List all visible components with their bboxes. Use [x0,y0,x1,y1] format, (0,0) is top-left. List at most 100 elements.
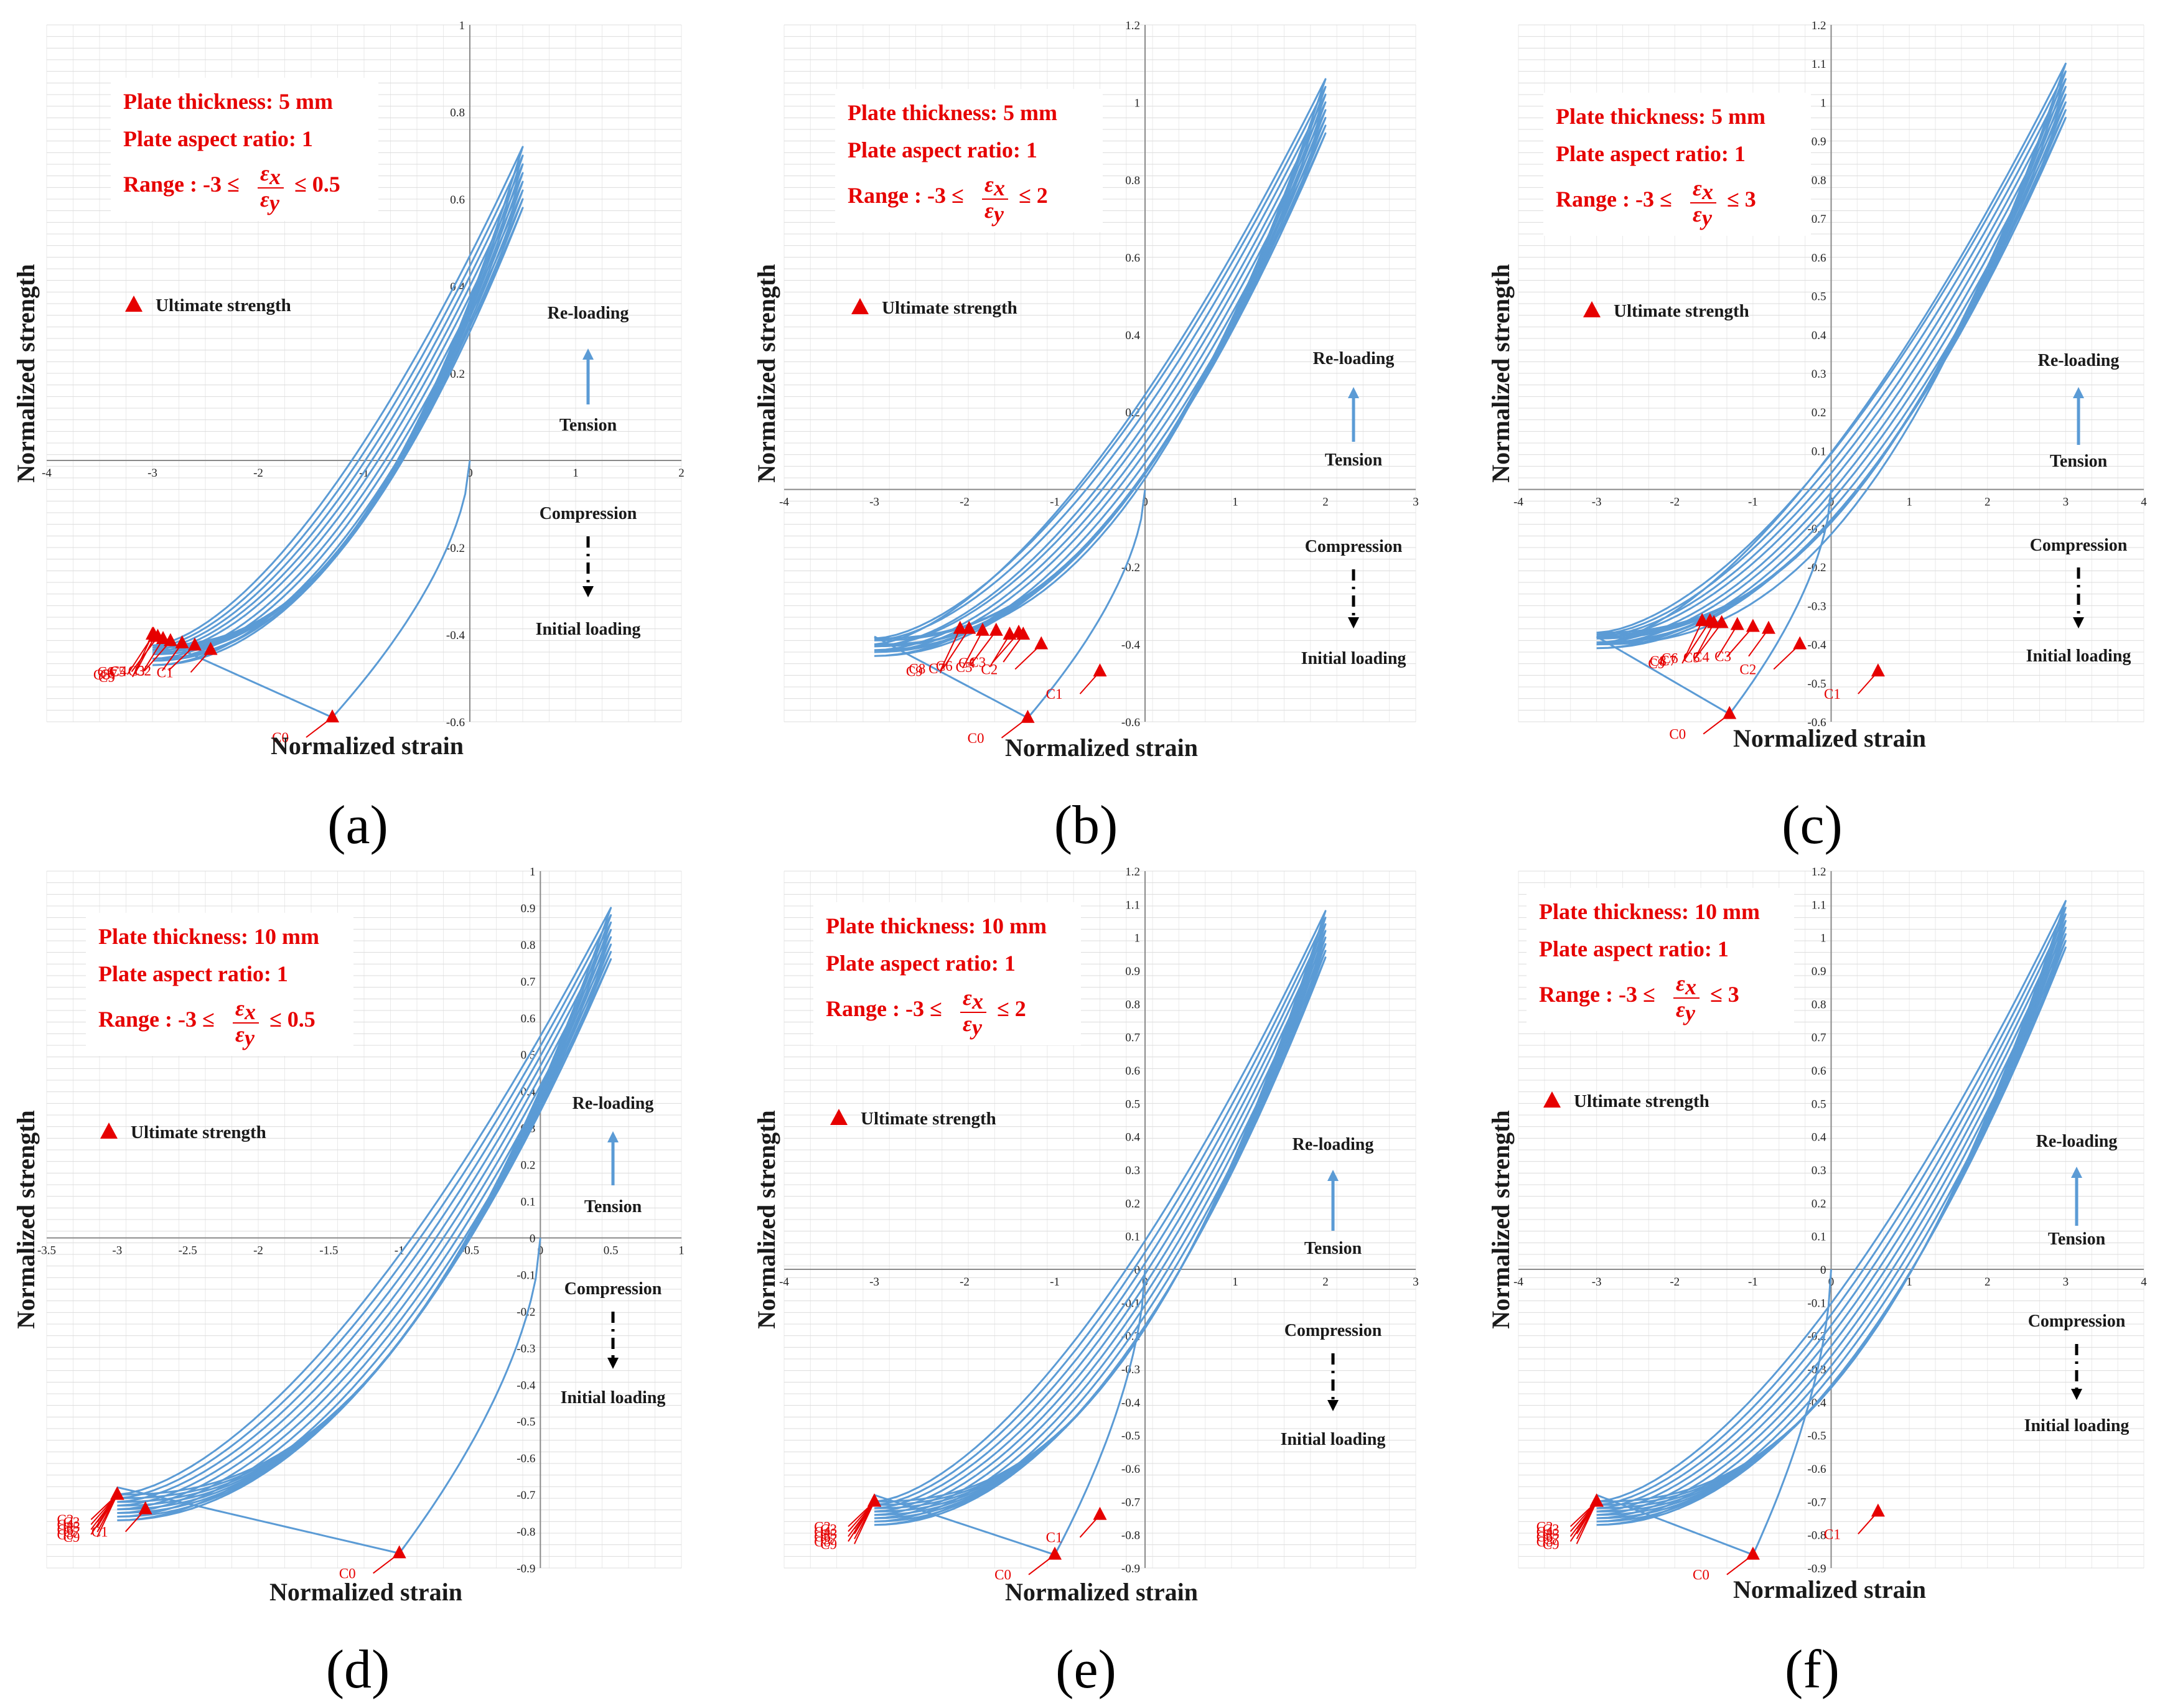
x-tick-label: 2 [1985,496,1991,509]
y-tick-label: 1.1 [1812,898,1826,912]
cycle-label: C0 [968,730,984,746]
y-tick-label: -0.9 [1121,1562,1140,1575]
ultimate-marker-c9 [146,627,159,640]
x-tick-label: 0 [1142,496,1148,509]
y-tick-label: 0.3 [1812,1164,1826,1177]
x-tick-label: 2 [1322,496,1329,509]
x-tick-label: 3 [2063,1276,2069,1289]
ultimate-marker-c7 [976,622,989,636]
ultimate-marker-c1 [1093,1506,1107,1520]
cycle-label: C2 [57,1512,73,1528]
y-tick-label: 0.6 [1125,1065,1140,1078]
legend: Ultimate strength [1583,301,1749,321]
leader-line [942,628,970,670]
cycle-loop-8 [874,956,1327,1526]
y-tick-label: -0.8 [517,1526,535,1539]
numerator-sub: x [971,989,983,1014]
tension-arrow-head [582,348,594,360]
tension-label: Tension [2050,452,2108,471]
y-tick-label: 0.6 [521,1012,536,1025]
y-tick-label: 0.4 [1812,329,1826,342]
axes [1518,25,2144,722]
y-tick-label: 0.2 [521,1159,536,1172]
leader-line [1079,671,1101,694]
panel-f: -4 -3 -2 -1 0 1 2 3 4-0.9-0.8-0.7-0.6-0.5-0.4-0.… [1487,866,2147,1700]
x-tick-label: 0 [1142,1276,1148,1289]
ultimate-marker-c9 [110,1486,124,1500]
tension-label: Tension [1304,1239,1362,1258]
range-suffix: ≤ 2 [1019,183,1048,208]
panel-label: (b) [1054,795,1118,856]
x-tick-label: -4 [779,1276,789,1289]
y-tick-label: 1.2 [1812,19,1826,32]
y-tick-label: 0.1 [1812,445,1826,458]
leader-line [90,1494,118,1535]
leader-line [1726,626,1754,658]
x-tick-label: -3 [1592,1276,1602,1289]
strain-ratio-fraction: ε xε y [960,985,986,1040]
y-tick-label: -0.3 [1121,1363,1140,1376]
leader-line [1693,622,1714,661]
hysteresis-curves [1596,62,2067,716]
cycle-label: C9 [63,1529,80,1545]
cycle-label: C8 [909,661,925,677]
strain-ratio-fraction: ε xε y [1690,175,1716,230]
x-axis-title: Normalized strain [269,1578,462,1606]
y-tick-label: 1 [1820,96,1826,110]
x-tick-label: 1 [678,1244,685,1257]
y-tick-label: 1 [1820,932,1826,945]
tension-label: Tension [2048,1230,2106,1249]
y-tick-label: -0.7 [517,1489,535,1502]
cycle-label: C0 [1669,727,1686,742]
x-tick-label: 0 [467,467,473,480]
denominator-sub: y [991,202,1004,226]
strain-ratio-fraction: ε xε y [982,172,1008,226]
cycle-label: C0 [1693,1567,1709,1583]
re-loading-label: Re-loading [573,1094,654,1113]
compression-label: Compression [1284,1321,1382,1340]
ultimate-marker-c4 [1746,618,1760,632]
cycle-label: C0 [994,1567,1011,1583]
denominator-epsilon: ε [1676,997,1685,1022]
legend: Ultimate strength [851,298,1017,318]
cycle-label: C9 [1543,1536,1559,1552]
x-tick-label: -3 [147,467,157,480]
cycle-label: C0 [272,730,289,745]
legend-label: Ultimate strength [156,296,291,315]
y-tick-label: -0.4 [1121,1396,1141,1409]
x-tick-label: 3 [1413,496,1419,509]
cycle-label: C7 [1543,1531,1559,1547]
compression-arrow-head [2073,617,2084,628]
y-tick-label: -0.6 [446,716,465,729]
ultimate-marker-c0 [392,1545,406,1559]
y-tick-label: -0.3 [1807,600,1826,613]
initial-loading-curve [116,1238,541,1554]
legend-label: Ultimate strength [1614,301,1749,321]
y-tick-label: 0.6 [1812,251,1826,264]
y-tick-label: 1 [1134,932,1141,945]
plate-thickness: Plate thickness: 10 mm [826,913,1047,938]
strain-ratio-fraction: ε xε y [233,996,259,1050]
cycle-label: C1 [1824,1526,1841,1542]
initial-loading-label: Initial loading [536,620,641,639]
x-tick-label: -2.5 [179,1244,197,1257]
y-tick-label: -0.9 [517,1562,535,1575]
range-prefix: Range : -3 ≤ [98,1007,215,1032]
cycle-loop-1 [117,907,612,1496]
range-suffix: ≤ 3 [1710,982,1739,1007]
tension-label: Tension [584,1197,642,1216]
y-tick-label: -0.4 [1121,639,1141,652]
plate-thickness: Plate thickness: 5 mm [123,89,333,114]
denominator-epsilon: ε [963,1011,972,1036]
x-tick-label: -2 [1670,1276,1680,1289]
compression-arrow-head [582,586,594,597]
leader-line [144,640,171,672]
axes [47,25,681,722]
cycle-label: C8 [1536,1534,1553,1549]
y-tick-label: -0.4 [1807,639,1826,652]
y-tick-label: 0.4 [1812,1131,1826,1144]
cycle-label: C5 [63,1519,80,1535]
range-suffix: ≤ 0.5 [269,1007,316,1032]
